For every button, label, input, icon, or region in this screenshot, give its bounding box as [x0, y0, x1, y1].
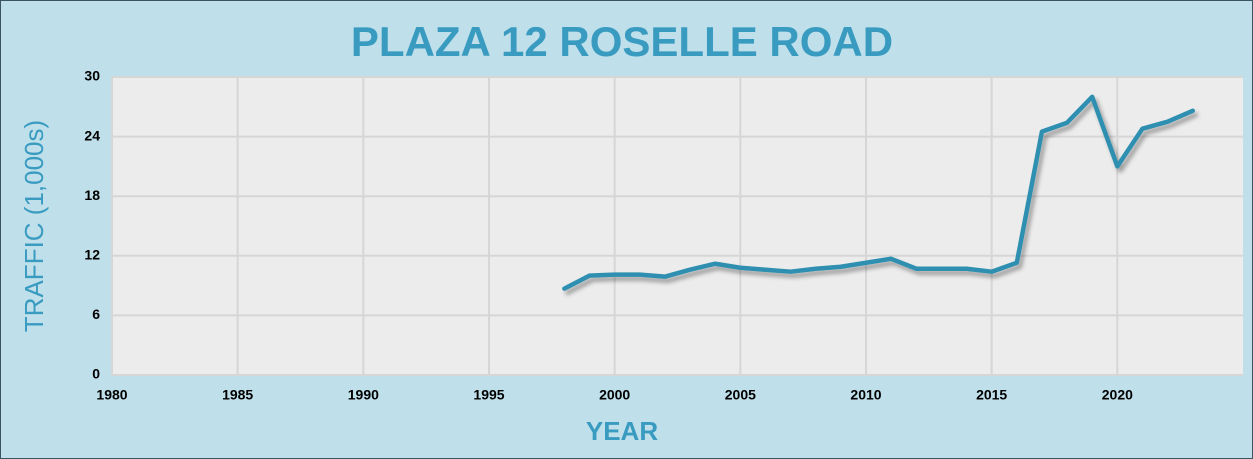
data-line [562, 94, 1195, 291]
x-tick-label: 2000 [599, 387, 630, 403]
y-tick-label: 6 [92, 306, 100, 322]
y-axis-label: TRAFFIC (1,000s) [19, 120, 49, 332]
plot-area [112, 77, 1243, 375]
x-tick-label: 1995 [473, 387, 504, 403]
x-tick-label: 2020 [1102, 387, 1133, 403]
x-tick-label: 2010 [850, 387, 881, 403]
x-tick-label: 1985 [222, 387, 253, 403]
y-tick-label: 30 [84, 68, 100, 84]
x-axis-label: YEAR [586, 416, 658, 446]
y-tick-label: 12 [84, 247, 100, 263]
y-tick-label: 0 [92, 366, 100, 382]
x-tick-label: 1980 [96, 387, 127, 403]
y-tick-label: 24 [84, 127, 100, 143]
y-tick-label: 18 [84, 187, 100, 203]
chart-title: PLAZA 12 ROSELLE ROAD [351, 18, 893, 65]
x-tick-label: 1990 [348, 387, 379, 403]
x-tick-label: 2005 [725, 387, 756, 403]
x-tick-label: 2015 [976, 387, 1007, 403]
